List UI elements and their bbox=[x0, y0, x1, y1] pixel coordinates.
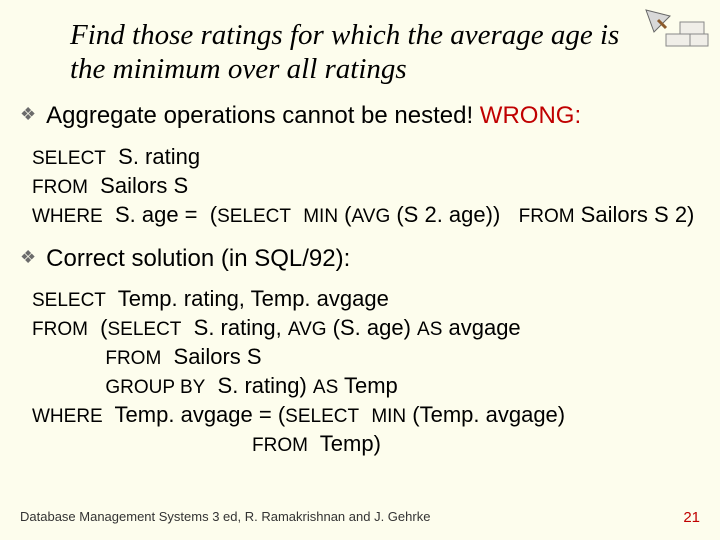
code-block-wrong: SELECT S. rating FROM Sailors S WHERE S.… bbox=[32, 142, 700, 229]
code-block-correct: SELECT Temp. rating, Temp. avgage FROM (… bbox=[32, 284, 700, 458]
bricks-trowel-icon bbox=[636, 6, 710, 64]
wrong-label: WRONG: bbox=[480, 102, 581, 129]
bullet-1: ❖ Aggregate operations cannot be nested!… bbox=[20, 100, 700, 131]
bullet-1-text: Aggregate operations cannot be nested! W… bbox=[46, 100, 581, 131]
bullet-2: ❖ Correct solution (in SQL/92): bbox=[20, 243, 700, 274]
footer-text: Database Management Systems 3 ed, R. Ram… bbox=[20, 509, 430, 526]
slide-footer: Database Management Systems 3 ed, R. Ram… bbox=[20, 509, 700, 526]
bullet-2-text: Correct solution (in SQL/92): bbox=[46, 243, 350, 274]
slide-title: Find those ratings for which the average… bbox=[70, 18, 640, 86]
diamond-bullet-icon: ❖ bbox=[20, 247, 36, 268]
diamond-bullet-icon: ❖ bbox=[20, 104, 36, 125]
page-number: 21 bbox=[683, 509, 700, 526]
